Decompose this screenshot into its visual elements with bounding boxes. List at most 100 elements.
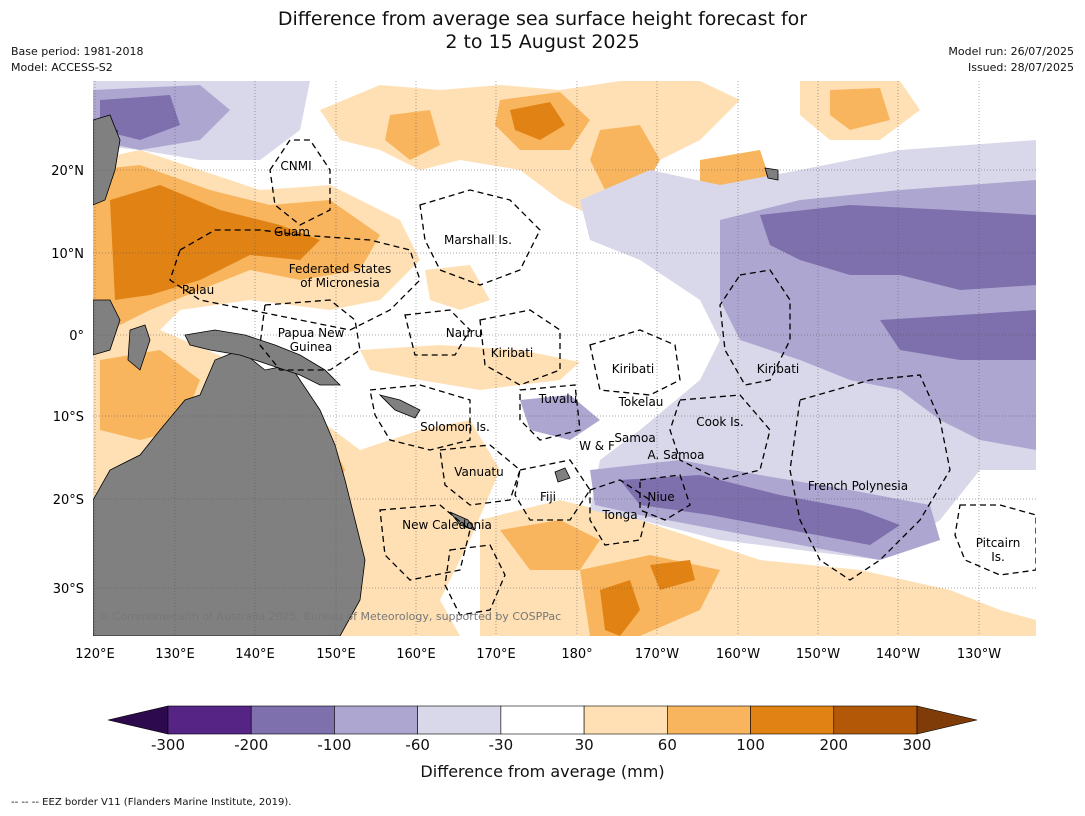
anomaly-area-dark-purple — [760, 205, 1036, 290]
gridlines — [93, 81, 1036, 636]
region-label: Kiribati — [612, 362, 654, 376]
anomaly-area-dark-orange — [510, 102, 565, 140]
region-label: A. Samoa — [648, 448, 705, 462]
region-label: Niue — [647, 490, 674, 504]
region-label: Federated States of Micronesia — [289, 262, 391, 290]
eez-border — [269, 139, 331, 226]
latitude-tick-label: 10°S — [53, 410, 84, 425]
longitude-tick-label: 130°W — [957, 647, 1001, 662]
colorbar — [107, 705, 978, 735]
eez-border — [514, 459, 591, 521]
longitude-tick-label: 130°E — [155, 647, 195, 662]
region-label: Marshall Is. — [444, 233, 512, 247]
eez-border — [419, 189, 541, 286]
anomaly-area-dark-orange — [600, 580, 640, 636]
issued-date: Issued: 28/07/2025 — [967, 61, 1074, 74]
colorbar-tick-label: 100 — [736, 736, 765, 754]
colorbar-tick-label: 300 — [902, 736, 932, 754]
anomaly-area-dark-orange — [110, 185, 320, 300]
longitude-tick-label: 140°E — [235, 647, 275, 662]
region-label: Cook Is. — [696, 415, 743, 429]
region-label: New Caledonia — [402, 518, 492, 532]
eez-border — [639, 474, 691, 521]
region-label: Palau — [182, 283, 214, 297]
region-label: Nauru — [446, 326, 482, 340]
eez-border — [379, 504, 471, 581]
colorbar-tick-label: 60 — [657, 736, 677, 754]
land-new-caledonia — [449, 511, 477, 531]
eez-border — [169, 229, 421, 331]
longitude-tick-label: 150°W — [796, 647, 840, 662]
anomaly-area-dark-purple — [100, 95, 180, 140]
eez-border — [519, 384, 581, 441]
title-line-2: 2 to 15 August 2025 — [445, 31, 640, 53]
longitude-tick-label: 180° — [561, 647, 592, 662]
eez-legend-note: -- -- -- EEZ border V11 (Flanders Marine… — [11, 797, 292, 808]
colorbar-tick-label: -300 — [150, 736, 186, 754]
longitude-tick-label: 160°W — [716, 647, 760, 662]
region-label: Tonga — [601, 508, 637, 522]
eez-border — [954, 504, 1036, 576]
latitude-tick-label: 20°N — [51, 164, 84, 179]
region-label: Fiji — [540, 490, 556, 504]
colorbar-tick-label: -200 — [234, 736, 269, 754]
latitude-tick-label: 0° — [69, 329, 84, 344]
eez-border — [589, 329, 681, 396]
copyright-notice: © Commonwealth of Australia 2025, Bureau… — [98, 610, 562, 623]
land-fiji — [554, 467, 571, 483]
region-label: Samoa — [614, 431, 655, 445]
base-period: Base period: 1981-2018 — [11, 45, 144, 58]
colorbar-swatch — [667, 705, 751, 735]
meta-right: Model run: 26/07/2025 Issued: 28/07/2025 — [948, 44, 1074, 76]
region-label: Tuvalu — [538, 392, 578, 406]
eez-border — [589, 479, 651, 546]
region-label: W & F — [579, 439, 615, 453]
region-label: Kiribati — [491, 346, 533, 360]
longitude-tick-label: 170°E — [476, 647, 516, 662]
anomaly-area-dark-purple — [620, 475, 900, 545]
land-sulawesi — [127, 324, 151, 371]
anomaly-area-light-orange — [360, 345, 580, 390]
eez-border — [369, 384, 471, 451]
eez-border — [259, 299, 361, 371]
eez-border — [479, 309, 561, 386]
colorbar-label: Difference from average (mm) — [420, 762, 665, 781]
region-label: Solomon Is. — [420, 420, 490, 434]
anomaly-area-orange — [830, 88, 890, 130]
map-title: Difference from average sea surface heig… — [0, 8, 1085, 54]
colorbar-swatch — [750, 705, 835, 735]
colorbar-swatch — [833, 705, 918, 735]
region-label: Vanuatu — [454, 465, 504, 479]
longitude-tick-label: 120°E — [75, 647, 115, 662]
colorbar-tick-label: 30 — [574, 736, 594, 754]
colorbar-tick-label: 200 — [819, 736, 849, 754]
map-canvas — [93, 81, 1036, 636]
region-label: Kiribati — [757, 362, 799, 376]
eez-border — [789, 374, 951, 581]
colorbar-extend-high — [916, 705, 978, 735]
longitude-tick-label: 160°E — [396, 647, 436, 662]
latitude-tick-label: 10°N — [51, 247, 84, 262]
colorbar-swatch — [250, 705, 335, 735]
longitude-tick-label: 170°W — [635, 647, 679, 662]
title-line-1: Difference from average sea surface heig… — [277, 8, 808, 30]
colorbar-swatch — [583, 705, 668, 735]
region-label: Guam — [274, 225, 310, 239]
land-hawaii — [764, 167, 779, 181]
meta-left: Base period: 1981-2018 Model: ACCESS-S2 — [11, 44, 143, 76]
model-run: Model run: 26/07/2025 — [948, 45, 1074, 58]
region-label: CNMI — [280, 159, 311, 173]
colorbar-swatch — [167, 705, 252, 735]
colorbar-swatch — [334, 705, 418, 735]
eez-border — [439, 444, 521, 506]
longitude-tick-label: 150°E — [316, 647, 356, 662]
latitude-tick-label: 30°S — [53, 582, 84, 597]
latitude-tick-label: 20°S — [53, 493, 84, 508]
anomaly-area-light-orange — [425, 265, 490, 310]
latitude-axis: 20°N 10°N 0° 10°S 20°S 30°S — [51, 164, 84, 597]
region-labels: CNMI Guam Marshall Is. Federated States of M… — [182, 159, 1020, 564]
longitude-axis: 120°E 130°E 140°E 150°E 160°E 170°E 180° 170°W 1… — [75, 647, 1001, 662]
model-name: Model: ACCESS-S2 — [11, 61, 113, 74]
anomaly-area-orange — [500, 520, 600, 570]
